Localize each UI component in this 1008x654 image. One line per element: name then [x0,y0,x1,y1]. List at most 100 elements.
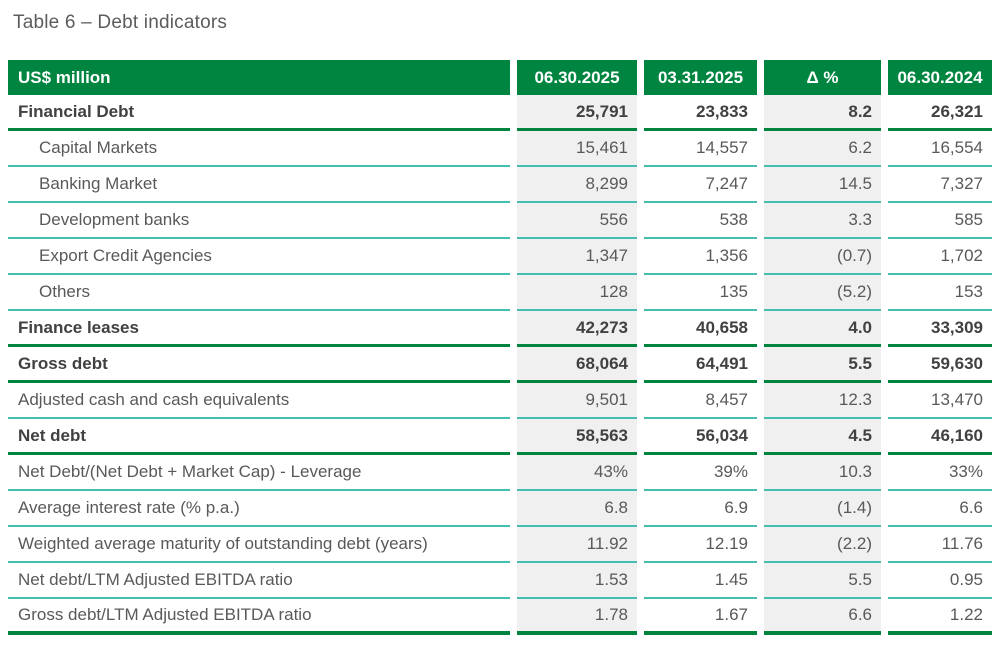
value-delta-pct: (1.4) [764,491,881,527]
value-06-30-2025: 68,064 [517,347,637,383]
value-03-31-2025: 1.67 [644,599,757,635]
debt-indicators-table: US$ million 06.30.2025 03.31.2025 Δ % 06… [8,60,992,635]
value-03-31-2025: 6.9 [644,491,757,527]
value-03-31-2025: 135 [644,275,757,311]
table-row: Others 128 135 (5.2) 153 [8,275,992,311]
row-label: Adjusted cash and cash equivalents [8,383,510,419]
value-06-30-2024: 0.95 [888,563,992,599]
value-06-30-2025: 43% [517,455,637,491]
value-delta-pct: 6.6 [764,599,881,635]
value-03-31-2025: 12.19 [644,527,757,563]
table-row: Capital Markets 15,461 14,557 6.2 16,554 [8,131,992,167]
table-title: Table 6 – Debt indicators [13,12,228,33]
value-06-30-2025: 556 [517,203,637,239]
value-03-31-2025: 8,457 [644,383,757,419]
value-delta-pct: 6.2 [764,131,881,167]
row-label: Capital Markets [8,131,510,167]
value-06-30-2024: 153 [888,275,992,311]
table-row: Banking Market 8,299 7,247 14.5 7,327 [8,167,992,203]
value-06-30-2024: 7,327 [888,167,992,203]
value-06-30-2024: 1.22 [888,599,992,635]
value-06-30-2025: 9,501 [517,383,637,419]
value-06-30-2024: 33% [888,455,992,491]
row-label: Finance leases [8,311,510,347]
value-03-31-2025: 14,557 [644,131,757,167]
value-06-30-2024: 1,702 [888,239,992,275]
table-body: Financial Debt 25,791 23,833 8.2 26,321 … [8,95,992,635]
table-row: Development banks 556 538 3.3 585 [8,203,992,239]
table-row: Weighted average maturity of outstanding… [8,527,992,563]
header-col-06-30-2024: 06.30.2024 [888,60,992,95]
value-06-30-2025: 11.92 [517,527,637,563]
value-06-30-2025: 1.53 [517,563,637,599]
value-delta-pct: 12.3 [764,383,881,419]
table-row: Adjusted cash and cash equivalents 9,501… [8,383,992,419]
value-03-31-2025: 1.45 [644,563,757,599]
value-06-30-2025: 15,461 [517,131,637,167]
table-row: Net debt/LTM Adjusted EBITDA ratio 1.53 … [8,563,992,599]
value-03-31-2025: 56,034 [644,419,757,455]
value-delta-pct: (5.2) [764,275,881,311]
row-label: Others [8,275,510,311]
table-row: Gross debt/LTM Adjusted EBITDA ratio 1.7… [8,599,992,635]
value-03-31-2025: 64,491 [644,347,757,383]
row-label: Development banks [8,203,510,239]
value-06-30-2024: 13,470 [888,383,992,419]
row-label: Gross debt/LTM Adjusted EBITDA ratio [8,599,510,635]
value-06-30-2025: 6.8 [517,491,637,527]
value-03-31-2025: 39% [644,455,757,491]
header-col-03-31-2025: 03.31.2025 [644,60,757,95]
row-label: Banking Market [8,167,510,203]
value-delta-pct: 4.5 [764,419,881,455]
value-06-30-2025: 58,563 [517,419,637,455]
value-03-31-2025: 23,833 [644,95,757,131]
value-delta-pct: 8.2 [764,95,881,131]
header-col-06-30-2025: 06.30.2025 [517,60,637,95]
value-delta-pct: 14.5 [764,167,881,203]
value-06-30-2024: 59,630 [888,347,992,383]
row-label: Gross debt [8,347,510,383]
row-label: Average interest rate (% p.a.) [8,491,510,527]
report-page: Table 6 – Debt indicators US$ million 06… [8,12,992,635]
row-label: Net Debt/(Net Debt + Market Cap) - Lever… [8,455,510,491]
value-delta-pct: (2.2) [764,527,881,563]
value-03-31-2025: 1,356 [644,239,757,275]
row-label: Net debt [8,419,510,455]
value-06-30-2025: 25,791 [517,95,637,131]
value-06-30-2024: 26,321 [888,95,992,131]
value-03-31-2025: 40,658 [644,311,757,347]
value-06-30-2025: 128 [517,275,637,311]
table-header-row: US$ million 06.30.2025 03.31.2025 Δ % 06… [8,60,992,95]
value-06-30-2024: 11.76 [888,527,992,563]
value-06-30-2024: 6.6 [888,491,992,527]
value-delta-pct: 3.3 [764,203,881,239]
table-row: Financial Debt 25,791 23,833 8.2 26,321 [8,95,992,131]
table-row: Net debt 58,563 56,034 4.5 46,160 [8,419,992,455]
table-row: Finance leases 42,273 40,658 4.0 33,309 [8,311,992,347]
value-06-30-2025: 8,299 [517,167,637,203]
row-label: Export Credit Agencies [8,239,510,275]
value-06-30-2025: 1,347 [517,239,637,275]
value-delta-pct: 5.5 [764,347,881,383]
value-03-31-2025: 7,247 [644,167,757,203]
table-row: Export Credit Agencies 1,347 1,356 (0.7)… [8,239,992,275]
value-06-30-2025: 42,273 [517,311,637,347]
row-label: Net debt/LTM Adjusted EBITDA ratio [8,563,510,599]
table-row: Average interest rate (% p.a.) 6.8 6.9 (… [8,491,992,527]
value-delta-pct: 5.5 [764,563,881,599]
table-row: Net Debt/(Net Debt + Market Cap) - Lever… [8,455,992,491]
value-06-30-2024: 16,554 [888,131,992,167]
value-06-30-2024: 33,309 [888,311,992,347]
value-03-31-2025: 538 [644,203,757,239]
value-delta-pct: 4.0 [764,311,881,347]
table-row: Gross debt 68,064 64,491 5.5 59,630 [8,347,992,383]
header-col-delta-pct: Δ % [764,60,881,95]
value-06-30-2025: 1.78 [517,599,637,635]
header-us-million: US$ million [8,60,510,95]
row-label: Financial Debt [8,95,510,131]
value-delta-pct: 10.3 [764,455,881,491]
value-06-30-2024: 46,160 [888,419,992,455]
value-delta-pct: (0.7) [764,239,881,275]
row-label: Weighted average maturity of outstanding… [8,527,510,563]
value-06-30-2024: 585 [888,203,992,239]
